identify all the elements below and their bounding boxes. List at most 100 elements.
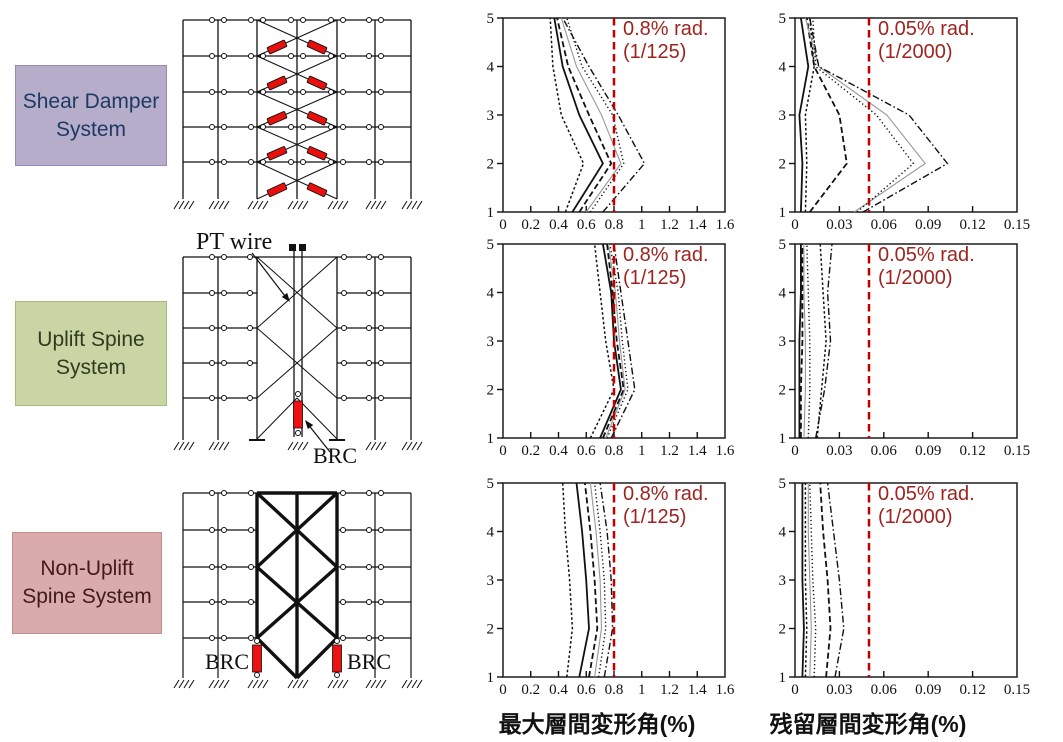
system-label-uplift-spine: Uplift Spine System: [15, 301, 167, 406]
threshold-label: 0.05% rad.: [878, 18, 975, 40]
series-line-dot: [806, 243, 811, 439]
series-line-solid: [798, 17, 810, 213]
brc-element: [252, 644, 262, 673]
series-line-short-dash: [816, 243, 827, 439]
x-tick-label: 0: [791, 443, 799, 459]
threshold-label: (1/125): [623, 506, 686, 528]
y-tick-label: 2: [487, 622, 495, 638]
x-tick-label: 0.6: [577, 217, 596, 233]
brc-label: BRC: [205, 649, 249, 674]
system-label-non-uplift-spine: Non-Uplift Spine System: [12, 532, 162, 634]
series-line-short-dash: [804, 17, 815, 213]
chart-shear-damper-residual-drift: 1 2 3 4 5 0 0.03 0.06 0.09 0.12 0.15 0.05% rad. (1/2…: [771, 8, 1041, 240]
threshold-label: (1/2000): [878, 267, 953, 289]
pt-wire-label: PT wire: [196, 229, 272, 255]
y-tick-label: 2: [779, 157, 787, 173]
shear-damper-unit: [266, 111, 288, 126]
x-tick-label: 0.15: [1004, 682, 1030, 698]
chart-non-uplift-spine-residual-drift: 1 2 3 4 5 0 0.03 0.06 0.09 0.12 0.15 0.05% rad. (1/2…: [771, 473, 1041, 705]
x-tick-label: 0.15: [1004, 443, 1030, 459]
y-tick-label: 1: [779, 670, 787, 686]
y-tick-label: 4: [779, 286, 787, 302]
shear-damper-unit: [306, 75, 328, 91]
system-label-text: Shear Damper System: [22, 89, 160, 141]
series-line-dash-dot: [599, 482, 614, 678]
system-label-text: Non-Uplift Spine System: [22, 557, 152, 608]
y-tick-label: 3: [487, 573, 495, 589]
x-tick-label: 1.6: [716, 217, 735, 233]
y-tick-label: 3: [487, 108, 495, 124]
chart-uplift-spine-max-drift: 1 2 3 4 5 0 0.2 0.4 0.6 0.8 1 1.2 1.4 1.6 0.8% rad. (1/…: [479, 234, 749, 466]
y-tick-label: 1: [487, 431, 495, 447]
x-tick-label: 0.8: [605, 682, 624, 698]
shear-damper-unit: [306, 182, 328, 198]
y-tick-label: 2: [779, 383, 787, 399]
x-tick-label: 1.4: [688, 443, 707, 459]
plot-area: [794, 243, 1018, 439]
diagram-shear-damper: [173, 17, 423, 210]
x-tick-label: 1.6: [716, 682, 735, 698]
series-line-gray: [803, 244, 806, 439]
x-tick-label: 1.2: [660, 443, 679, 459]
threshold-label: (1/2000): [878, 506, 953, 528]
x-tick-label: 0: [499, 682, 507, 698]
y-tick-label: 4: [779, 525, 787, 541]
y-tick-label: 5: [487, 237, 495, 253]
x-tick-label: 0.6: [577, 443, 596, 459]
x-tick-label: 1.2: [660, 217, 679, 233]
y-tick-label: 1: [779, 431, 787, 447]
y-tick-label: 4: [487, 286, 495, 302]
x-axis-title-residual-drift: 残留層間変形角(%): [769, 711, 967, 737]
shear-damper-unit: [266, 39, 288, 55]
chart-svg-shear-damper-residual-drift: 1 2 3 4 5 0 0.03 0.06 0.09 0.12 0.15 0.05% rad.(1/2…: [779, 11, 1031, 233]
x-tick-label: 1.6: [716, 443, 735, 459]
series-line-dash-dot: [610, 243, 636, 439]
x-tick-label: 0.06: [871, 217, 898, 233]
series-line-solid: [801, 483, 805, 678]
y-tick-label: 1: [487, 205, 495, 221]
chart-uplift-spine-residual-drift: 1 2 3 4 5 0 0.03 0.06 0.09 0.12 0.15 0.05% rad. (1/2…: [771, 234, 1041, 466]
x-tick-label: 0.2: [521, 682, 540, 698]
y-tick-label: 4: [487, 60, 495, 76]
x-axis-title-max-drift: 最大層間変形角(%): [498, 711, 696, 737]
series-line-short-dash: [561, 482, 574, 678]
brc-element: [293, 400, 303, 429]
system-label-shear-damper: Shear Damper System: [15, 65, 167, 166]
diagram-uplift-spine: PT wire BRC: [173, 229, 423, 468]
series-line-dash-dot: [809, 17, 949, 213]
y-tick-label: 2: [487, 157, 495, 173]
x-tick-label: 0.4: [549, 217, 568, 233]
series-line-dash: [556, 17, 613, 213]
chart-svg-non-uplift-spine-residual-drift: 1 2 3 4 5 0 0.03 0.06 0.09 0.12 0.15 0.05% rad.(1/2…: [779, 476, 1031, 698]
y-tick-label: 5: [779, 476, 787, 492]
x-tick-label: 0.12: [959, 217, 985, 233]
series-line-dash: [584, 482, 599, 678]
y-tick-label: 1: [487, 670, 495, 686]
series-line-dash: [602, 243, 625, 439]
series-line-dot: [606, 243, 629, 439]
series-line-dash-dot: [562, 17, 646, 213]
x-tick-label: 0.4: [549, 682, 568, 698]
chart-shear-damper-max-drift: 1 2 3 4 5 0 0.2 0.4 0.6 0.8 1 1.2 1.4 1.6 0.8% rad. (1/…: [479, 8, 749, 240]
series-line-short-dash: [589, 243, 615, 439]
x-tick-label: 0.03: [826, 217, 852, 233]
system-label-text: Uplift Spine System: [37, 327, 145, 379]
threshold-label: 0.8% rad.: [623, 483, 709, 505]
series-line-solid: [553, 17, 604, 213]
y-tick-label: 4: [487, 525, 495, 541]
x-tick-label: 0.09: [915, 443, 941, 459]
chart-non-uplift-spine-max-drift: 1 2 3 4 5 0 0.2 0.4 0.6 0.8 1 1.2 1.4 1.6 0.8% rad. (1/…: [479, 473, 749, 705]
shear-damper-unit: [306, 39, 328, 55]
y-tick-label: 3: [487, 334, 495, 350]
x-tick-label: 1: [638, 217, 646, 233]
series-line-dot: [593, 482, 607, 678]
x-tick-label: 1.4: [688, 682, 707, 698]
brc-label: BRC: [347, 649, 391, 674]
y-tick-label: 3: [779, 573, 787, 589]
x-tick-label: 0.03: [826, 682, 852, 698]
plot-area: [794, 482, 1018, 678]
x-tick-label: 0.2: [521, 443, 540, 459]
threshold-label: (1/125): [623, 41, 686, 63]
chart-svg-uplift-spine-max-drift: 1 2 3 4 5 0 0.2 0.4 0.6 0.8 1 1.2 1.4 1.6 0.8% rad.(1/…: [487, 237, 735, 459]
